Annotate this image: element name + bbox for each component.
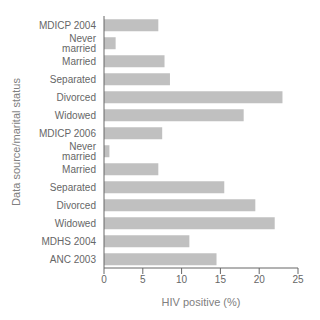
svg-text:Divorced: Divorced [57,92,96,103]
svg-text:Married: Married [62,56,96,67]
svg-text:Married: Married [62,164,96,175]
svg-text:15: 15 [215,274,227,285]
svg-text:MDICP 2004: MDICP 2004 [39,20,97,31]
svg-text:Widowed: Widowed [55,218,96,229]
svg-text:Separated: Separated [50,74,96,85]
svg-text:Nevermarried: Nevermarried [62,33,97,54]
svg-text:ANC 2003: ANC 2003 [50,254,97,265]
svg-text:HIV positive (%): HIV positive (%) [162,296,241,308]
svg-text:Divorced: Divorced [57,200,96,211]
svg-text:MDICP 2006: MDICP 2006 [39,128,97,139]
svg-text:MDHS 2004: MDHS 2004 [42,236,97,247]
svg-text:Widowed: Widowed [55,110,96,121]
svg-text:20: 20 [254,274,266,285]
svg-text:5: 5 [140,274,146,285]
svg-text:0: 0 [101,274,107,285]
svg-text:Separated: Separated [50,182,96,193]
svg-text:25: 25 [292,274,304,285]
svg-text:Nevermarried: Nevermarried [62,141,97,162]
svg-text:Data source/marital status: Data source/marital status [10,78,22,206]
svg-text:10: 10 [176,274,188,285]
